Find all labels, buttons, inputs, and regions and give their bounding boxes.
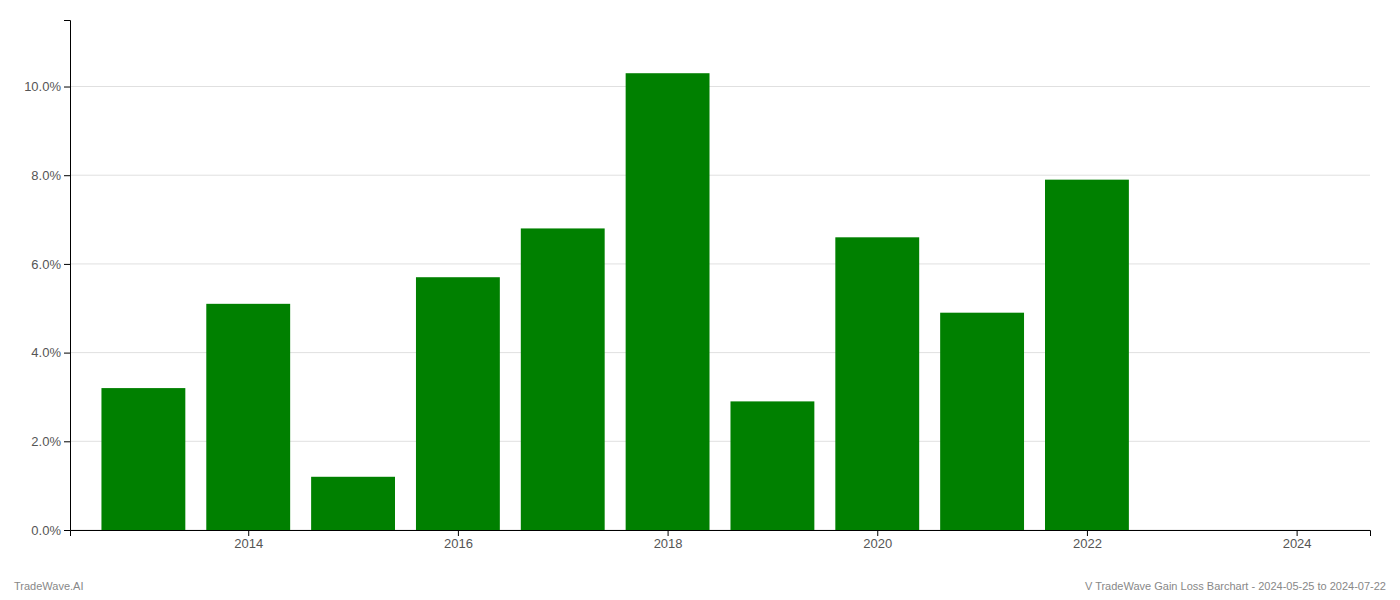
chart: 2014 2016 2018 2020 2022 2024 0.0% 2.0% 4.0% 6.0%…	[0, 0, 1400, 600]
tick: 4.0%	[31, 345, 70, 360]
annotation: TradeWave.AI	[14, 580, 84, 592]
tick-mark	[64, 175, 70, 176]
bar	[311, 477, 395, 530]
tick-label: 2020	[863, 536, 892, 551]
tick: 2020	[863, 530, 892, 551]
tick: 2018	[654, 530, 683, 551]
bar	[730, 401, 814, 530]
tick-label: 2018	[654, 536, 683, 551]
bar	[206, 304, 290, 530]
grid-line	[70, 175, 1370, 176]
bar	[101, 388, 185, 530]
tick-mark	[668, 530, 669, 536]
tick-mark	[877, 530, 878, 536]
tick: 8.0%	[31, 168, 70, 183]
bar	[416, 277, 500, 530]
grid-line	[70, 86, 1370, 87]
annotations: TradeWave.AI V TradeWave Gain Loss Barcha…	[14, 580, 1386, 592]
bars	[101, 73, 1128, 530]
plot: 2014 2016 2018 2020 2022 2024 0.0% 2.0% 4.0% 6.0%…	[24, 21, 1370, 552]
tick-mark	[64, 87, 70, 88]
y-axis: 0.0% 2.0% 4.0% 6.0% 8.0% 10.0%	[24, 21, 70, 538]
tick-label: 2014	[234, 536, 263, 551]
tick-mark	[64, 264, 70, 265]
tick-mark	[64, 441, 70, 442]
tick-label: 2016	[444, 536, 473, 551]
bar	[835, 237, 919, 530]
tick: 2024	[1283, 530, 1312, 551]
grid	[70, 87, 1370, 530]
bar	[626, 73, 710, 530]
tick-label: 6.0%	[31, 257, 61, 272]
tick-mark	[1297, 530, 1298, 536]
tick: 0.0%	[31, 523, 70, 538]
tick-label: 0.0%	[31, 523, 61, 538]
tick-label: 10.0%	[24, 79, 61, 94]
axis-line	[64, 21, 71, 531]
bar	[1150, 530, 1234, 531]
grid-line	[70, 263, 1370, 264]
tick: 10.0%	[24, 79, 70, 94]
axis-line	[71, 531, 1371, 537]
tick-mark	[248, 530, 249, 536]
bar	[521, 228, 605, 530]
x-axis: 2014 2016 2018 2020 2022 2024	[71, 530, 1371, 551]
bar	[1045, 180, 1129, 530]
tick: 2014	[234, 530, 263, 551]
annotation: V TradeWave Gain Loss Barchart - 2024-05…	[1085, 580, 1386, 592]
bar	[940, 313, 1024, 530]
tick-label: 8.0%	[31, 168, 61, 183]
tick: 2.0%	[31, 434, 70, 449]
tick-mark	[458, 530, 459, 536]
tick-mark	[1087, 530, 1088, 536]
tick: 6.0%	[31, 257, 70, 272]
tick: 2022	[1073, 530, 1102, 551]
tick-mark	[64, 530, 70, 531]
tick-mark	[64, 353, 70, 354]
tick-label: 4.0%	[31, 345, 61, 360]
tick-label: 2.0%	[31, 434, 61, 449]
tick-label: 2022	[1073, 536, 1102, 551]
tick: 2016	[444, 530, 473, 551]
tick-label: 2024	[1283, 536, 1312, 551]
